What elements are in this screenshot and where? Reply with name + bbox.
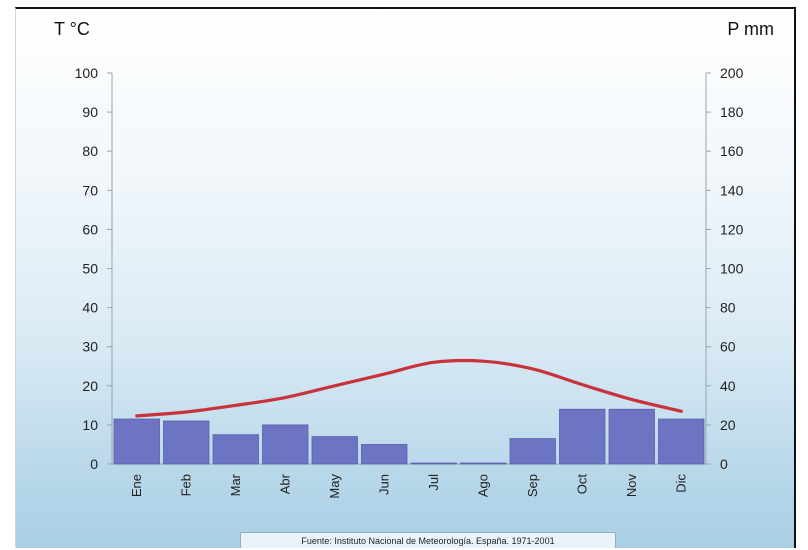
month-label-ene: Ene bbox=[129, 474, 144, 497]
precipitation-bar-nov bbox=[608, 408, 655, 465]
precipitation-bar-may bbox=[311, 436, 358, 465]
month-label-abr: Abr bbox=[277, 473, 292, 494]
left-tick-label: 30 bbox=[82, 339, 98, 355]
month-label-jul: Jul bbox=[426, 474, 441, 491]
month-label-mar: Mar bbox=[228, 473, 243, 496]
climograph: 0 10 20 30 40 50 60 70 80 90 100 0 20 40 60 80 100 120 140… bbox=[54, 19, 774, 499]
precipitation-bar-oct bbox=[559, 408, 606, 465]
month-label-dic: Dic bbox=[673, 474, 688, 493]
precipitation-bar-sep bbox=[509, 438, 556, 465]
month-label-nov: Nov bbox=[624, 474, 639, 498]
precipitation-bar-mar bbox=[212, 434, 259, 465]
month-label-oct: Oct bbox=[574, 474, 589, 495]
left-tick-label: 20 bbox=[82, 378, 98, 394]
right-axis-title: P mm bbox=[727, 19, 774, 39]
right-tick-label: 160 bbox=[720, 143, 744, 159]
right-tick-label: 120 bbox=[720, 221, 744, 237]
left-tick-label: 0 bbox=[90, 456, 98, 472]
left-tick-label: 60 bbox=[82, 221, 98, 237]
right-tick-label: 140 bbox=[720, 182, 744, 198]
month-label-sep: Sep bbox=[525, 474, 540, 497]
axis-labels: 0 10 20 30 40 50 60 70 80 90 100 0 20 40 60 80 100 120 140… bbox=[75, 65, 744, 499]
month-label-may: May bbox=[327, 474, 342, 499]
left-tick-label: 50 bbox=[82, 261, 98, 277]
precipitation-bar-ene bbox=[113, 418, 160, 465]
right-tick-label: 0 bbox=[720, 456, 728, 472]
left-tick-label: 100 bbox=[75, 65, 99, 81]
axes bbox=[107, 72, 711, 465]
precipitation-bar-ago bbox=[460, 462, 507, 465]
right-tick-label: 20 bbox=[720, 417, 736, 433]
left-tick-label: 70 bbox=[82, 182, 98, 198]
month-label-jun: Jun bbox=[376, 474, 391, 495]
right-tick-label: 60 bbox=[720, 339, 736, 355]
right-tick-label: 200 bbox=[720, 65, 744, 81]
right-tick-label: 180 bbox=[720, 104, 744, 120]
chart-frame: 0 10 20 30 40 50 60 70 80 90 100 0 20 40 60 80 100 120 140… bbox=[15, 7, 796, 548]
month-label-feb: Feb bbox=[178, 474, 193, 496]
precipitation-bar-dic bbox=[658, 418, 705, 465]
precipitation-bar-jun bbox=[361, 444, 408, 465]
source-note: Fuente: Instituto Nacional de Meteorolog… bbox=[240, 532, 616, 548]
left-tick-label: 40 bbox=[82, 300, 98, 316]
right-tick-label: 100 bbox=[720, 261, 744, 277]
temperature-curve bbox=[135, 358, 683, 418]
precipitation-bar-jul bbox=[410, 462, 457, 465]
left-tick-label: 10 bbox=[82, 417, 98, 433]
precipitation-bar-feb bbox=[163, 420, 210, 465]
temperature-line bbox=[135, 358, 683, 418]
right-tick-label: 80 bbox=[720, 300, 736, 316]
right-tick-label: 40 bbox=[720, 378, 736, 394]
precipitation-bars bbox=[113, 408, 705, 465]
left-tick-label: 80 bbox=[82, 143, 98, 159]
left-axis-title: T °C bbox=[54, 19, 90, 39]
left-tick-label: 90 bbox=[82, 104, 98, 120]
precipitation-bar-abr bbox=[262, 424, 309, 465]
month-label-ago: Ago bbox=[475, 474, 490, 497]
